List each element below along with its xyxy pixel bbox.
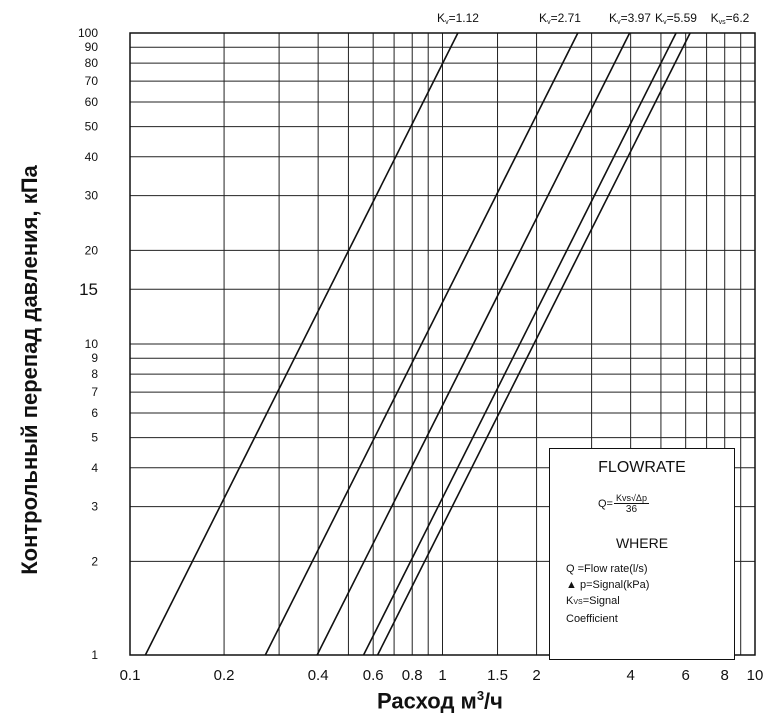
series-line [316,32,631,656]
y-tick-label: 7 [91,385,98,399]
y-tick-label: 5 [91,431,98,445]
def-pressure: ▲ p=Signal(kPa) [566,579,650,591]
series-line [144,32,459,656]
y-tick-label: 30 [85,189,99,203]
y-tick-label: 1 [91,648,98,662]
x-axis-ticks: 0.1 0.2 0.4 0.6 0.8 1 1.5 2 4 6 8 10 [120,667,764,684]
def-coefficient: Coefficient [566,613,618,625]
x-axis-label: Расход м3/ч [130,688,750,714]
formula-fraction: Kvs√Δp 36 [613,493,649,515]
legend-definitions: Q =Flow rate(l/s) ▲ p=Signal(kPa) KVS=Si… [566,561,649,627]
x-tick-label: 2 [532,667,540,684]
y-tick-label: 10 [85,337,99,351]
legend-title: FLOWRATE [598,459,686,476]
x-tick-label: 6 [682,667,690,684]
series-labels: Kv=1.12 Kv=2.71 Kv=3.97 Kv=5.59 Kvs=6.2 [437,11,750,26]
y-axis-label-container: Контрольный перепад давления, кПа [0,30,60,670]
x-tick-label: 0.4 [308,667,329,684]
y-tick-label: 6 [91,406,98,420]
series-label: Kv=5.59 [655,11,697,26]
y-tick-label: 70 [85,74,99,88]
formula-numerator: Kvs√Δp [613,493,649,504]
y-tick-label: 20 [85,243,99,257]
x-tick-label: 0.8 [402,667,423,684]
x-tick-label: 0.6 [363,667,384,684]
formula-lhs: Q= [598,498,613,510]
series-label: Kv=1.12 [437,11,479,26]
y-tick-label: 2 [91,554,98,568]
x-tick-label: 0.1 [120,667,141,684]
x-axis-label-end: /ч [484,688,503,714]
x-axis-label-superscript: 3 [476,688,485,703]
series-line [362,32,677,656]
y-tick-label: 8 [91,367,98,381]
x-tick-label: 4 [626,667,634,684]
plot-frame [129,32,756,656]
formula-legend-box: FLOWRATE Q= Kvs√Δp 36 WHERE Q =Flow rate… [549,448,735,660]
chart-series-lines [144,32,691,656]
formula-denominator: 36 [625,504,638,515]
y-tick-label: 90 [85,40,99,54]
y-tick-label: 50 [85,120,99,134]
x-tick-label: 1.5 [487,667,508,684]
legend-formula: Q= Kvs√Δp 36 [598,493,649,515]
x-tick-label: 10 [747,667,764,684]
series-label: Kv=3.97 [609,11,651,26]
y-tick-label: 3 [91,500,98,514]
delta-icon: ▲ [566,579,577,591]
series-label: Kv=2.71 [539,11,581,26]
def-flow-rate: Q =Flow rate(l/s) [566,563,648,575]
y-tick-label: 9 [91,351,98,365]
y-tick-label: 80 [85,56,99,70]
y-tick-label: 60 [85,95,99,109]
def-kvs: KVS=Signal [566,595,620,607]
x-tick-label: 8 [721,667,729,684]
series-line [264,32,579,656]
y-axis-label: Контрольный перепад давления, кПа [17,165,42,575]
x-tick-label: 1 [438,667,446,684]
x-tick-label: 0.2 [214,667,235,684]
series-line [376,32,691,656]
y-tick-label: 4 [91,461,98,475]
series-label: Kvs=6.2 [711,11,750,26]
y-tick-label: 40 [85,150,99,164]
x-axis-label-main: Расход м [377,688,477,714]
legend-where: WHERE [615,535,669,551]
y-tick-label: 100 [78,26,98,40]
y-tick-label: 15 [79,280,98,299]
